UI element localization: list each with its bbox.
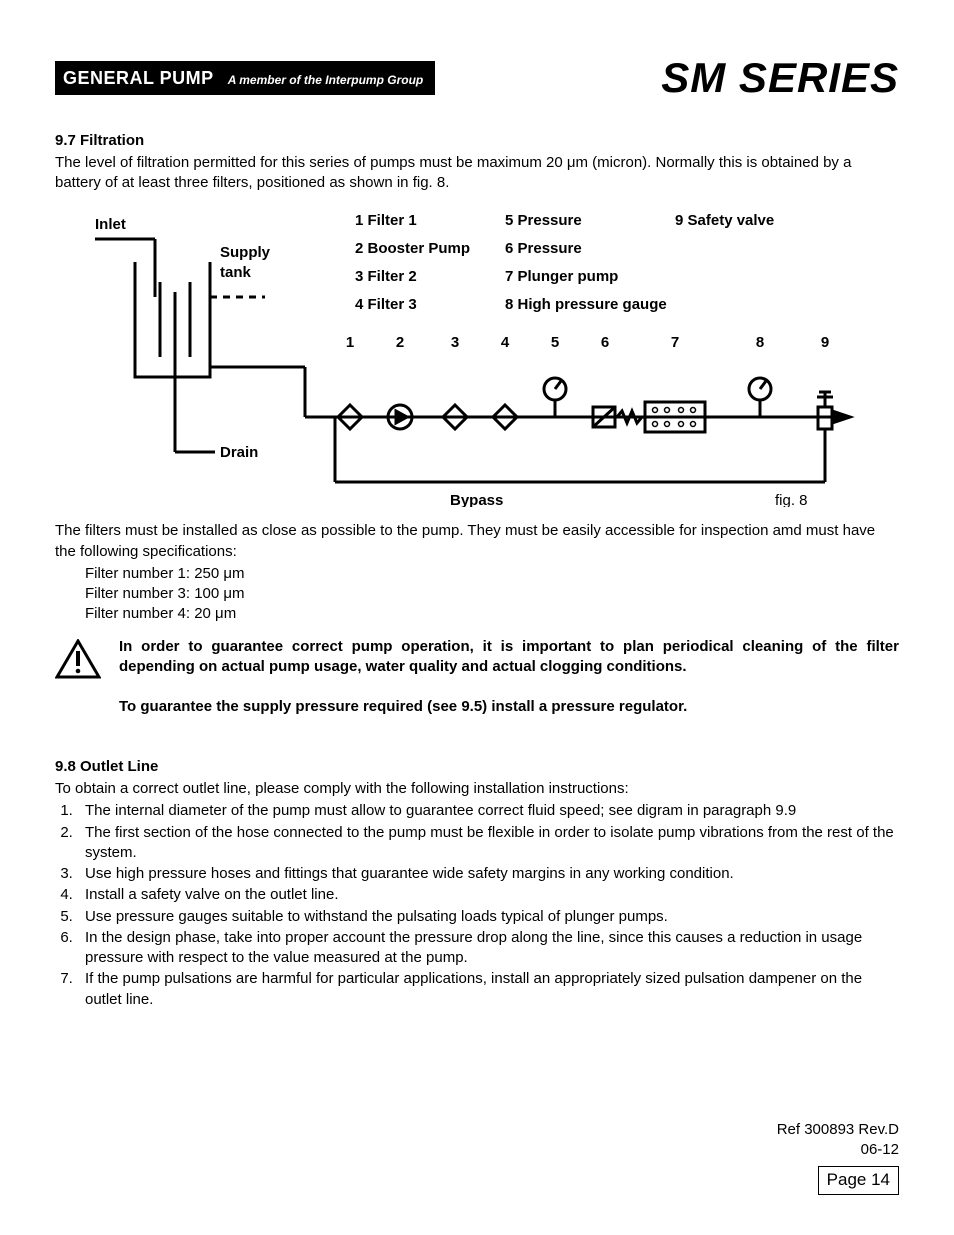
outlet-item-6: In the design phase, take into proper ac… <box>77 928 899 969</box>
num-1: 1 <box>346 334 354 351</box>
num-3: 3 <box>451 334 459 351</box>
legend-2: 2 Booster Pump <box>355 240 470 257</box>
label-tank: tank <box>220 264 252 281</box>
warning-text-2: To guarantee the supply pressure require… <box>119 697 899 717</box>
label-bypass: Bypass <box>450 492 503 507</box>
num-8: 8 <box>756 334 764 351</box>
outlet-item-4: Install a safety valve on the outlet lin… <box>77 885 899 905</box>
page-header: GENERAL PUMP A member of the Interpump G… <box>55 50 899 107</box>
warning-text: In order to guarantee correct pump opera… <box>119 637 899 679</box>
label-supply: Supply <box>220 244 271 261</box>
brand-bar: GENERAL PUMP A member of the Interpump G… <box>55 61 435 95</box>
warning-icon <box>55 639 101 679</box>
page-number: Page 14 <box>818 1166 899 1195</box>
num-7: 7 <box>671 334 679 351</box>
section-97-intro: The level of filtration permitted for th… <box>55 153 899 194</box>
legend-8: 8 High pressure gauge <box>505 296 667 313</box>
brand-tagline: A member of the Interpump Group <box>228 72 424 88</box>
outlet-item-2: The first section of the hose connected … <box>77 823 899 864</box>
num-2: 2 <box>396 334 404 351</box>
section-97-after: The filters must be installed as close a… <box>55 521 899 562</box>
legend-5: 5 Pressure <box>505 212 582 229</box>
spec-1: Filter number 1: 250 μm <box>85 564 899 584</box>
legend-3: 3 Filter 2 <box>355 268 417 285</box>
num-5: 5 <box>551 334 559 351</box>
num-4: 4 <box>501 334 510 351</box>
footer-date: 06-12 <box>777 1140 899 1160</box>
warning-block: In order to guarantee correct pump opera… <box>55 637 899 679</box>
label-inlet: Inlet <box>95 216 126 233</box>
outlet-item-5: Use pressure gauges suitable to withstan… <box>77 907 899 927</box>
outlet-item-3: Use high pressure hoses and fittings tha… <box>77 864 899 884</box>
section-98-intro: To obtain a correct outlet line, please … <box>55 779 899 799</box>
spec-3: Filter number 4: 20 μm <box>85 604 899 624</box>
outlet-list: The internal diameter of the pump must a… <box>77 801 899 1010</box>
page-footer: Ref 300893 Rev.D 06-12 Page 14 <box>777 1120 899 1195</box>
filtration-svg: 1 Filter 1 2 Booster Pump 3 Filter 2 4 F… <box>55 207 865 507</box>
legend-4: 4 Filter 3 <box>355 296 417 313</box>
legend-7: 7 Plunger pump <box>505 268 618 285</box>
legend-1: 1 Filter 1 <box>355 212 417 229</box>
section-98-heading: 9.8 Outlet Line <box>55 757 899 777</box>
outlet-item-7: If the pump pulsations are harmful for p… <box>77 969 899 1010</box>
outlet-item-1: The internal diameter of the pump must a… <box>77 801 899 821</box>
filter-specs: Filter number 1: 250 μm Filter number 3:… <box>85 564 899 625</box>
num-6: 6 <box>601 334 609 351</box>
label-drain: Drain <box>220 444 258 461</box>
filtration-diagram: 1 Filter 1 2 Booster Pump 3 Filter 2 4 F… <box>55 207 899 507</box>
section-97-heading: 9.7 Filtration <box>55 131 899 151</box>
num-9: 9 <box>821 334 829 351</box>
footer-ref: Ref 300893 Rev.D <box>777 1120 899 1140</box>
spec-2: Filter number 3: 100 μm <box>85 584 899 604</box>
label-fig8: fig. 8 <box>775 492 808 507</box>
legend-6: 6 Pressure <box>505 240 582 257</box>
legend-9: 9 Safety valve <box>675 212 774 229</box>
brand-name: GENERAL PUMP <box>63 66 214 90</box>
series-title: SM SERIES <box>661 50 899 107</box>
